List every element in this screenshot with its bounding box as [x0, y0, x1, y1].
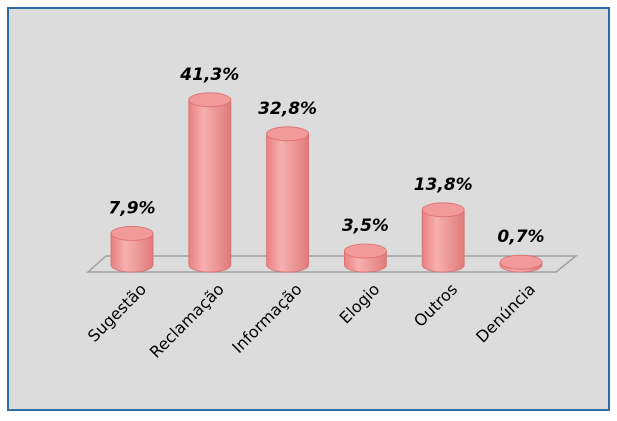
cylinder — [188, 99, 232, 273]
value-label: 32,8% — [258, 99, 317, 119]
cylinder — [266, 133, 309, 273]
value-label: 41,3% — [179, 65, 239, 85]
value-label: 13,8% — [414, 175, 473, 195]
cylinder-top — [421, 202, 465, 218]
cylinder — [421, 209, 465, 273]
cylinder — [110, 233, 154, 273]
value-label: 0,7% — [497, 227, 544, 247]
value-label: 3,5% — [342, 216, 389, 236]
cylinder-top — [499, 254, 543, 270]
cylinder-top — [110, 225, 154, 241]
cylinder-top — [343, 243, 387, 259]
cylinder-top — [266, 126, 310, 142]
cylinder-top — [188, 92, 232, 108]
value-label: 7,9% — [108, 198, 155, 218]
